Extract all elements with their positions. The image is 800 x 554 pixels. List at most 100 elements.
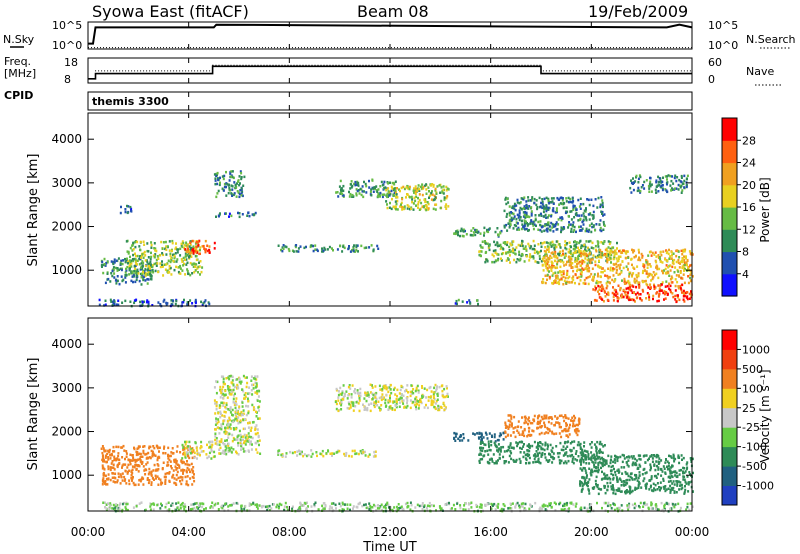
heatmap-cell (462, 433, 465, 436)
heatmap-cell (626, 294, 629, 297)
heatmap-cell (580, 260, 583, 263)
heatmap-cell (495, 445, 498, 449)
heatmap-cell (591, 454, 594, 457)
heatmap-cell (123, 479, 126, 483)
heatmap-cell (402, 185, 405, 189)
heatmap-cell (552, 243, 555, 246)
heatmap-cell (224, 382, 226, 386)
heatmap-cell (536, 207, 539, 211)
heatmap-cell (537, 447, 540, 451)
heatmap-cell (189, 470, 191, 474)
heatmap-cell (572, 206, 575, 209)
heatmap-cell (395, 402, 398, 405)
heatmap-cell (117, 454, 120, 458)
heatmap-cell (570, 230, 572, 233)
heatmap-cell (569, 261, 572, 264)
heatmap-cell (156, 446, 159, 450)
heatmap-cell (536, 206, 539, 209)
heatmap-cell (136, 451, 139, 455)
heatmap-cell (560, 414, 563, 417)
heatmap-cell (657, 284, 660, 287)
heatmap-cell (574, 251, 577, 254)
heatmap-cell (581, 451, 584, 454)
heatmap-cell (562, 272, 565, 275)
heatmap-cell (624, 492, 627, 495)
heatmap-cell (550, 245, 553, 248)
heatmap-cell (414, 192, 417, 195)
heatmap-cell (238, 380, 241, 384)
heatmap-cell (567, 459, 570, 463)
heatmap-cell (229, 427, 232, 430)
heatmap-cell (507, 419, 510, 422)
heatmap-cell (241, 388, 244, 391)
heatmap-cell (553, 265, 556, 269)
heatmap-cell (683, 250, 686, 253)
heatmap-cell (508, 226, 511, 229)
heatmap-cell (494, 440, 497, 443)
heatmap-cell (523, 227, 526, 230)
heatmap-cell (405, 389, 408, 392)
heatmap-cell (504, 242, 507, 246)
heatmap-cell (560, 448, 563, 452)
heatmap-cell (141, 301, 144, 304)
heatmap-cell (606, 274, 609, 278)
heatmap-cell (199, 454, 201, 457)
heatmap-cell (381, 195, 384, 199)
heatmap-cell (554, 259, 557, 263)
heatmap-cell (557, 223, 560, 226)
heatmap-cell (606, 292, 609, 296)
heatmap-cell (528, 456, 531, 460)
heatmap-cell (179, 254, 182, 257)
heatmap-cell (157, 270, 160, 274)
heatmap-cell (428, 386, 431, 390)
heatmap-cell (236, 182, 238, 185)
heatmap-cell (302, 454, 305, 458)
heatmap-cell (247, 411, 250, 415)
heatmap-cell (147, 264, 150, 268)
heatmap-cell (651, 457, 654, 460)
heatmap-cell (617, 489, 620, 492)
heatmap-cell (650, 183, 653, 186)
heatmap-cell (217, 178, 220, 182)
heatmap-cell (539, 419, 542, 423)
heatmap-cell (213, 455, 216, 458)
heatmap-cell (650, 190, 653, 193)
heatmap-cell (454, 302, 457, 305)
heatmap-cell (147, 300, 150, 304)
heatmap-cell (549, 254, 552, 258)
heatmap-cell (368, 179, 370, 183)
heatmap-cell (292, 250, 295, 253)
heatmap-cell (587, 258, 590, 261)
heatmap-cell (331, 454, 333, 457)
heatmap-cell (598, 251, 601, 254)
heatmap-cell (175, 462, 178, 465)
heatmap-cell (168, 264, 171, 268)
heatmap-cell (481, 457, 484, 461)
heatmap-cell (411, 200, 414, 204)
heatmap-cell (595, 449, 598, 453)
heatmap-cell (394, 180, 397, 183)
heatmap-cell (518, 440, 521, 444)
heatmap-cell (228, 215, 230, 218)
heatmap-cell (124, 463, 127, 466)
heatmap-cell (226, 426, 229, 430)
heatmap-cell (522, 207, 525, 210)
heatmap-cell (574, 240, 576, 243)
heatmap-cell (581, 227, 584, 230)
heatmap-cell (119, 262, 122, 266)
heatmap-cell (546, 278, 548, 281)
heatmap-cell (231, 375, 234, 379)
heatmap-cell (567, 260, 570, 263)
heatmap-cell (547, 197, 550, 201)
heatmap-cell (590, 222, 593, 225)
heatmap-cell (146, 269, 149, 272)
heatmap-cell (152, 254, 155, 257)
heatmap-cell (476, 299, 478, 302)
heatmap-cell (357, 250, 359, 253)
heatmap-cell (127, 252, 130, 255)
heatmap-cell (131, 477, 134, 480)
heatmap-cell (650, 279, 653, 282)
heatmap-cell (652, 489, 655, 493)
heatmap-cell (606, 260, 609, 264)
heatmap-cell (673, 176, 676, 180)
